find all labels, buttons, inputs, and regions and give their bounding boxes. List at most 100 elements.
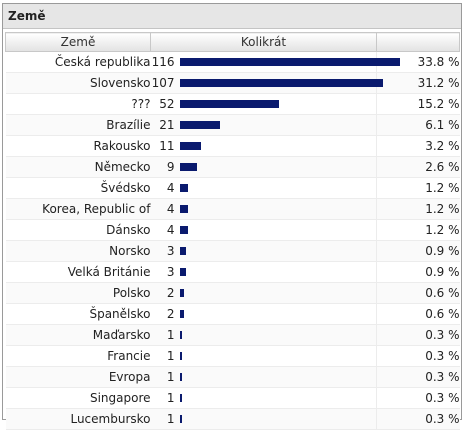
hits-cell: 2	[150, 282, 377, 304]
hits-cell: 2	[150, 303, 377, 325]
hits-bar	[179, 205, 188, 214]
country-name: Švédsko	[5, 177, 151, 199]
hits-cell: 4	[150, 198, 377, 220]
table-row: ??? 52 15.2 %	[5, 93, 460, 115]
countries-table: Země Kolikrát Česká republika 116 33.8 % Sl…	[5, 32, 460, 430]
column-header-percent[interactable]	[376, 32, 460, 52]
hits-cell: 1	[150, 345, 377, 367]
country-name: Česká republika	[5, 51, 151, 73]
hits-cell: 1	[150, 408, 377, 430]
table-row: Maďarsko 1 0.3 %	[5, 324, 460, 346]
hits-bar	[179, 121, 220, 130]
hits-bar	[179, 100, 279, 109]
hits-bar	[179, 268, 186, 277]
table-row: Polsko 2 0.6 %	[5, 282, 460, 304]
table-row: Dánsko 4 1.2 %	[5, 219, 460, 241]
percent-value: 0.9 %	[376, 261, 460, 283]
country-name: Singapore	[5, 387, 151, 409]
hit-count: 1	[166, 370, 175, 385]
table-row: Rakousko 11 3.2 %	[5, 135, 460, 157]
hit-count: 107	[151, 76, 175, 91]
country-name: Slovensko	[5, 72, 151, 94]
country-name: Francie	[5, 345, 151, 367]
table-row: Švédsko 4 1.2 %	[5, 177, 460, 199]
table-row: Francie 1 0.3 %	[5, 345, 460, 367]
country-name: Německo	[5, 156, 151, 178]
country-name: Velká Británie	[5, 261, 151, 283]
hit-count: 3	[166, 265, 175, 280]
percent-value: 15.2 %	[376, 93, 460, 115]
hit-count: 52	[159, 97, 175, 112]
table-row: Singapore 1 0.3 %	[5, 387, 460, 409]
country-name: Polsko	[5, 282, 151, 304]
hit-count: 1	[166, 349, 175, 364]
hits-cell: 1	[150, 324, 377, 346]
hit-count: 3	[166, 244, 175, 259]
hits-cell: 1	[150, 387, 377, 409]
percent-value: 1.2 %	[376, 177, 460, 199]
hits-cell: 3	[150, 240, 377, 262]
hit-count: 1	[166, 391, 175, 406]
hits-bar	[179, 352, 182, 361]
hits-cell: 4	[150, 219, 377, 241]
hits-bar	[179, 184, 188, 193]
percent-value: 0.3 %	[376, 387, 460, 409]
hits-bar	[179, 58, 400, 67]
hits-bar	[179, 373, 182, 382]
hit-count: 1	[166, 328, 175, 343]
hit-count: 2	[166, 307, 175, 322]
panel-title: Země	[3, 4, 461, 29]
hits-cell: 3	[150, 261, 377, 283]
hits-bar	[179, 415, 182, 424]
hits-cell: 1	[150, 366, 377, 388]
hit-count: 11	[159, 139, 175, 154]
hits-cell: 4	[150, 177, 377, 199]
country-name: Maďarsko	[5, 324, 151, 346]
table-row: Brazílie 21 6.1 %	[5, 114, 460, 136]
hits-cell: 107	[150, 72, 383, 94]
table-row: Velká Británie 3 0.9 %	[5, 261, 460, 283]
country-name: Evropa	[5, 366, 151, 388]
hit-count: 116	[151, 55, 175, 70]
hit-count: 9	[166, 160, 175, 175]
table-row: Španělsko 2 0.6 %	[5, 303, 460, 325]
hits-bar	[179, 310, 184, 319]
country-name: Norsko	[5, 240, 151, 262]
table-row: Norsko 3 0.9 %	[5, 240, 460, 262]
table-row: Slovensko 107 31.2 %	[5, 72, 460, 94]
hits-cell: 21	[150, 114, 377, 136]
hits-cell: 11	[150, 135, 377, 157]
country-name: Lucembursko	[5, 408, 151, 430]
hits-bar	[179, 226, 188, 235]
percent-value: 1.2 %	[376, 219, 460, 241]
column-header-country[interactable]: Země	[5, 32, 151, 52]
percent-value: 0.3 %	[376, 366, 460, 388]
hit-count: 4	[166, 202, 175, 217]
hits-cell: 52	[150, 93, 377, 115]
hits-bar	[179, 142, 201, 151]
country-name: ???	[5, 93, 151, 115]
hit-count: 1	[166, 412, 175, 427]
percent-value: 1.2 %	[376, 198, 460, 220]
table-header-row: Země Kolikrát	[5, 32, 460, 52]
table-row: Česká republika 116 33.8 %	[5, 51, 460, 73]
column-header-hits[interactable]: Kolikrát	[150, 32, 377, 52]
country-name: Španělsko	[5, 303, 151, 325]
percent-value: 0.6 %	[376, 282, 460, 304]
percent-value: 33.8 %	[376, 51, 460, 73]
percent-value: 3.2 %	[376, 135, 460, 157]
hits-bar	[179, 79, 383, 88]
hit-count: 4	[166, 223, 175, 238]
table-body: Česká republika 116 33.8 % Slovensko 107 31.2…	[5, 51, 460, 430]
hits-bar	[179, 394, 182, 403]
hit-count: 2	[166, 286, 175, 301]
percent-value: 0.3 %	[376, 345, 460, 367]
percent-value: 0.9 %	[376, 240, 460, 262]
country-name: Dánsko	[5, 219, 151, 241]
percent-value: 2.6 %	[376, 156, 460, 178]
country-name: Korea, Republic of	[5, 198, 151, 220]
hit-count: 4	[166, 181, 175, 196]
hits-cell: 9	[150, 156, 377, 178]
percent-value: 0.3 %	[376, 408, 460, 430]
table-row: Lucembursko 1 0.3 %	[5, 408, 460, 430]
